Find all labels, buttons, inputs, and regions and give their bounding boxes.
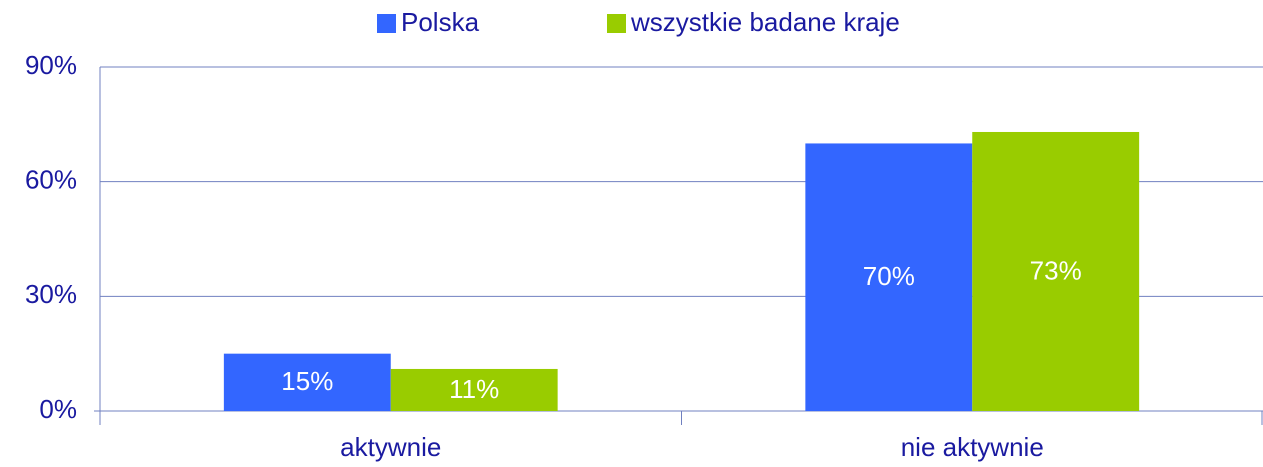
- legend-label: wszystkie badane kraje: [630, 7, 900, 37]
- legend-label: Polska: [401, 7, 480, 37]
- x-tick-label: aktywnie: [340, 432, 441, 462]
- bar: [390, 368, 558, 411]
- y-tick-label: 30%: [25, 279, 77, 309]
- y-tick-label: 0%: [39, 394, 77, 424]
- data-label: 11%: [449, 374, 499, 404]
- y-tick-label: 60%: [25, 165, 77, 195]
- data-label: 73%: [1030, 255, 1082, 285]
- x-tick-label: nie aktywnie: [901, 432, 1044, 462]
- data-label: 15%: [281, 366, 333, 396]
- bar: [972, 131, 1140, 411]
- legend-swatch: [607, 14, 626, 33]
- bar: [223, 353, 391, 411]
- legend-swatch: [377, 14, 396, 33]
- y-tick-label: 90%: [25, 50, 77, 80]
- data-label: 70%: [863, 261, 915, 291]
- bar: [805, 143, 973, 411]
